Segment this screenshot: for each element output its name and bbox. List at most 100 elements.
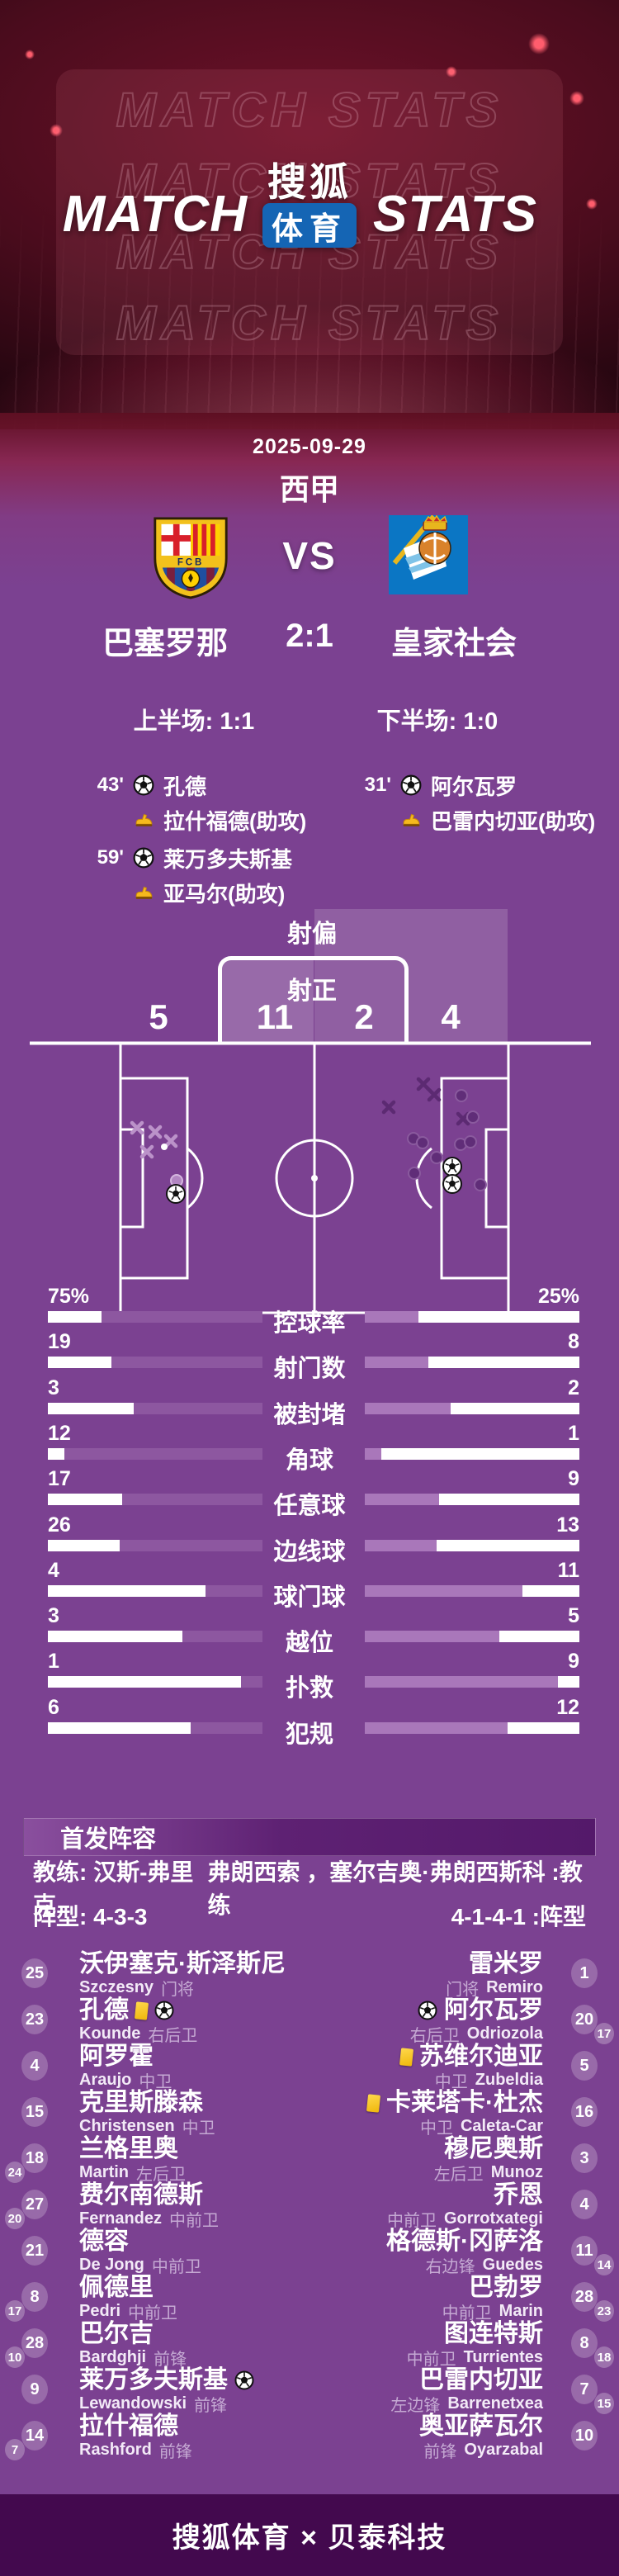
player-latin-name: Martin	[79, 2162, 129, 2181]
home-stat-bar	[48, 1357, 262, 1369]
player-position: 中前卫	[442, 2304, 492, 2323]
yellow-card-icon	[399, 2047, 414, 2067]
player-name: 巴雷内切亚	[419, 2366, 543, 2394]
player-position: 右后卫	[148, 2026, 198, 2045]
stat-category-label: 任意球	[273, 1493, 346, 1520]
away-stat-bar	[365, 1721, 579, 1734]
away-stat-bar	[365, 1539, 579, 1551]
substitute-number-badge: 14	[594, 2254, 614, 2275]
player-latin-name: Bardghji	[79, 2347, 147, 2366]
player-number-badge: 3	[571, 2143, 598, 2173]
football-icon	[133, 774, 154, 796]
substitute-number-badge: 7	[5, 2439, 25, 2460]
player-name: 费尔南德斯	[79, 2181, 203, 2209]
substitute-number-badge: 15	[594, 2393, 614, 2414]
home-player-row: 4 阿罗霍 Araujo 中卫	[0, 2043, 619, 2091]
yellow-card-icon	[366, 2093, 381, 2113]
sparkle-decoration	[586, 198, 598, 210]
home-coach: 教练: 汉斯-弗里克	[33, 1859, 194, 1918]
away-player-row: 8 18 图连特斯 中前卫 Turrientes	[0, 2320, 619, 2369]
away-player-row: 4 乔恩 中前卫 Gorrotxategi	[0, 2181, 619, 2230]
event-player: 孔德	[163, 774, 207, 799]
player-position: 中前卫	[151, 2257, 201, 2276]
player-name: 奥亚萨瓦尔	[419, 2413, 543, 2440]
watermark-text: MATCH STATS	[116, 154, 503, 209]
away-shots-on-value: 2	[354, 997, 374, 1036]
player-position: 前锋	[158, 2442, 192, 2461]
player-number-badge: 28	[571, 2282, 598, 2312]
footer-branding: 搜狐体育 × 贝泰科技	[172, 2522, 447, 2554]
substitute-number-badge: 17	[5, 2300, 25, 2322]
player-position: 中前卫	[128, 2304, 178, 2323]
player-number-badge: 8	[21, 2282, 48, 2312]
player-latin-name: Barrenetxea	[447, 2394, 543, 2413]
away-stat-value: 25%	[537, 1285, 579, 1308]
home-stat-bar	[48, 1721, 262, 1734]
player-name: 图连特斯	[444, 2320, 543, 2347]
home-stat-value: 26	[48, 1513, 71, 1537]
away-stat-bar	[365, 1402, 579, 1414]
player-position: 左后卫	[433, 2165, 484, 2184]
player-latin-name: Lewandowski	[79, 2394, 187, 2413]
formation-row: 阵型: 4-3-3 4-1-4-1 :阵型	[33, 1899, 586, 1932]
home-missed-shot-marker	[381, 1100, 396, 1115]
home-player-row: 14 7 拉什福德 Rashford 前锋	[0, 2413, 619, 2461]
player-position: 左边锋	[390, 2396, 441, 2415]
home-stat-bar	[48, 1494, 262, 1506]
away-stat-value: 9	[568, 1467, 579, 1491]
player-latin-name: Zubeldia	[475, 2070, 543, 2089]
stat-category-label: 边线球	[273, 1538, 346, 1565]
hero-banner: MATCH STATS MATCH STATS MATCH STATS MATCH S…	[0, 0, 619, 429]
player-number-badge: 7	[571, 2375, 598, 2404]
player-latin-name: Remiro	[486, 1977, 543, 1996]
away-stat-value: 1	[568, 1421, 579, 1445]
player-number-badge: 4	[571, 2190, 598, 2219]
player-position: 中前卫	[406, 2350, 456, 2369]
away-player-row: 28 23 巴勃罗 中前卫 Marin	[0, 2274, 619, 2323]
home-stat-bar	[48, 1584, 262, 1597]
home-shot-marker	[430, 1151, 443, 1164]
page-title-match: MATCH	[62, 186, 248, 243]
away-formation: 4-1-4-1 :阵型	[451, 1904, 586, 1930]
sparkle-decoration	[569, 91, 584, 106]
home-stat-bar	[48, 1631, 262, 1643]
event-player: 莱万多夫斯基	[163, 846, 293, 872]
barcelona-crest-icon: FCB	[151, 515, 230, 604]
player-latin-name: Araujo	[79, 2070, 132, 2089]
goal-home-half	[222, 960, 314, 1044]
home-assist-event: 拉什福德(助攻)	[86, 807, 306, 834]
player-number-badge: 15	[21, 2097, 48, 2127]
home-missed-shot-marker	[427, 1087, 442, 1102]
player-number-badge: 4	[21, 2051, 48, 2081]
home-shot-marker	[474, 1178, 487, 1191]
lineup-section-header: 首发阵容	[23, 1818, 596, 1856]
player-number-badge: 18	[21, 2143, 48, 2173]
player-position: 前锋	[423, 2442, 457, 2461]
stat-category-label: 射门数	[273, 1356, 346, 1383]
player-number-badge: 20	[571, 2005, 598, 2034]
home-goal-marker	[442, 1174, 462, 1194]
player-name: 孔德	[79, 1996, 129, 2024]
away-missed-shot-marker	[139, 1144, 154, 1159]
sohu-sports-logo-badge: 体育	[262, 203, 357, 248]
home-shots-off-value: 5	[149, 997, 168, 1036]
sparkle-decoration	[50, 124, 63, 137]
player-number-badge: 27	[21, 2190, 48, 2219]
home-missed-shot-marker	[456, 1111, 470, 1126]
player-latin-name: Szczesny	[79, 1977, 154, 1996]
away-missed-shot-marker	[163, 1134, 178, 1148]
player-position: 中前卫	[169, 2211, 220, 2230]
away-shot-dot-marker	[161, 1144, 168, 1150]
second-half-score: 下半场: 1:0	[376, 708, 499, 735]
away-goal-event: 31' 阿尔瓦罗	[353, 773, 517, 799]
sparkle-decoration	[25, 50, 35, 59]
player-latin-name: Munoz	[490, 2162, 543, 2181]
assist-boot-icon	[403, 813, 420, 826]
shots-on-target-label: 射正	[287, 978, 337, 1005]
player-number-badge: 5	[571, 2051, 598, 2081]
away-goal-marker	[166, 1184, 186, 1204]
player-position: 左后卫	[136, 2165, 186, 2184]
stat-category-label: 被封堵	[273, 1401, 346, 1428]
player-position: 前锋	[194, 2396, 228, 2415]
stat-category-label: 控球率	[273, 1310, 346, 1337]
